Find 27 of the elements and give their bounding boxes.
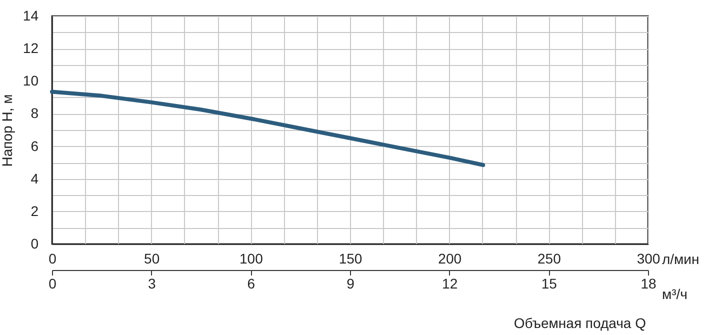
y-tick-label: 12 bbox=[22, 40, 39, 56]
x-tick-label: 300 bbox=[636, 250, 660, 266]
x2-tick-label: 9 bbox=[346, 276, 355, 292]
y-tick-label: 6 bbox=[30, 138, 39, 154]
y-tick-label: 10 bbox=[22, 72, 39, 89]
x-axis-title: Объемная подача Q bbox=[514, 315, 646, 331]
x2-tick-label: 6 bbox=[247, 276, 256, 292]
x2-tick-label: 18 bbox=[640, 276, 656, 292]
x-tick-label: 0 bbox=[48, 250, 57, 266]
x-tick-label: 50 bbox=[144, 250, 160, 266]
y-tick-label: 2 bbox=[30, 202, 39, 219]
x-tick-label: 250 bbox=[537, 250, 562, 266]
x2-tick-label: 12 bbox=[442, 276, 458, 292]
x-tick-label: 200 bbox=[438, 250, 462, 266]
x2-tick-label: 15 bbox=[541, 276, 558, 292]
x2-tick-label: 3 bbox=[148, 276, 156, 292]
text: л/мин bbox=[662, 251, 700, 267]
x-tick-label: 150 bbox=[338, 250, 362, 266]
y-tick-label: 8 bbox=[30, 105, 39, 122]
x2-axis-title: м³/ч bbox=[662, 286, 688, 302]
x2-tick-label: 0 bbox=[48, 276, 57, 292]
y-tick-label: 0 bbox=[30, 236, 39, 252]
y-axis-title: Напор Н, м bbox=[0, 94, 15, 167]
y-tick-label: 14 bbox=[22, 8, 39, 24]
x-tick-label: 100 bbox=[239, 250, 264, 266]
line-series bbox=[50, 90, 486, 168]
y-tick-label: 4 bbox=[30, 170, 39, 186]
